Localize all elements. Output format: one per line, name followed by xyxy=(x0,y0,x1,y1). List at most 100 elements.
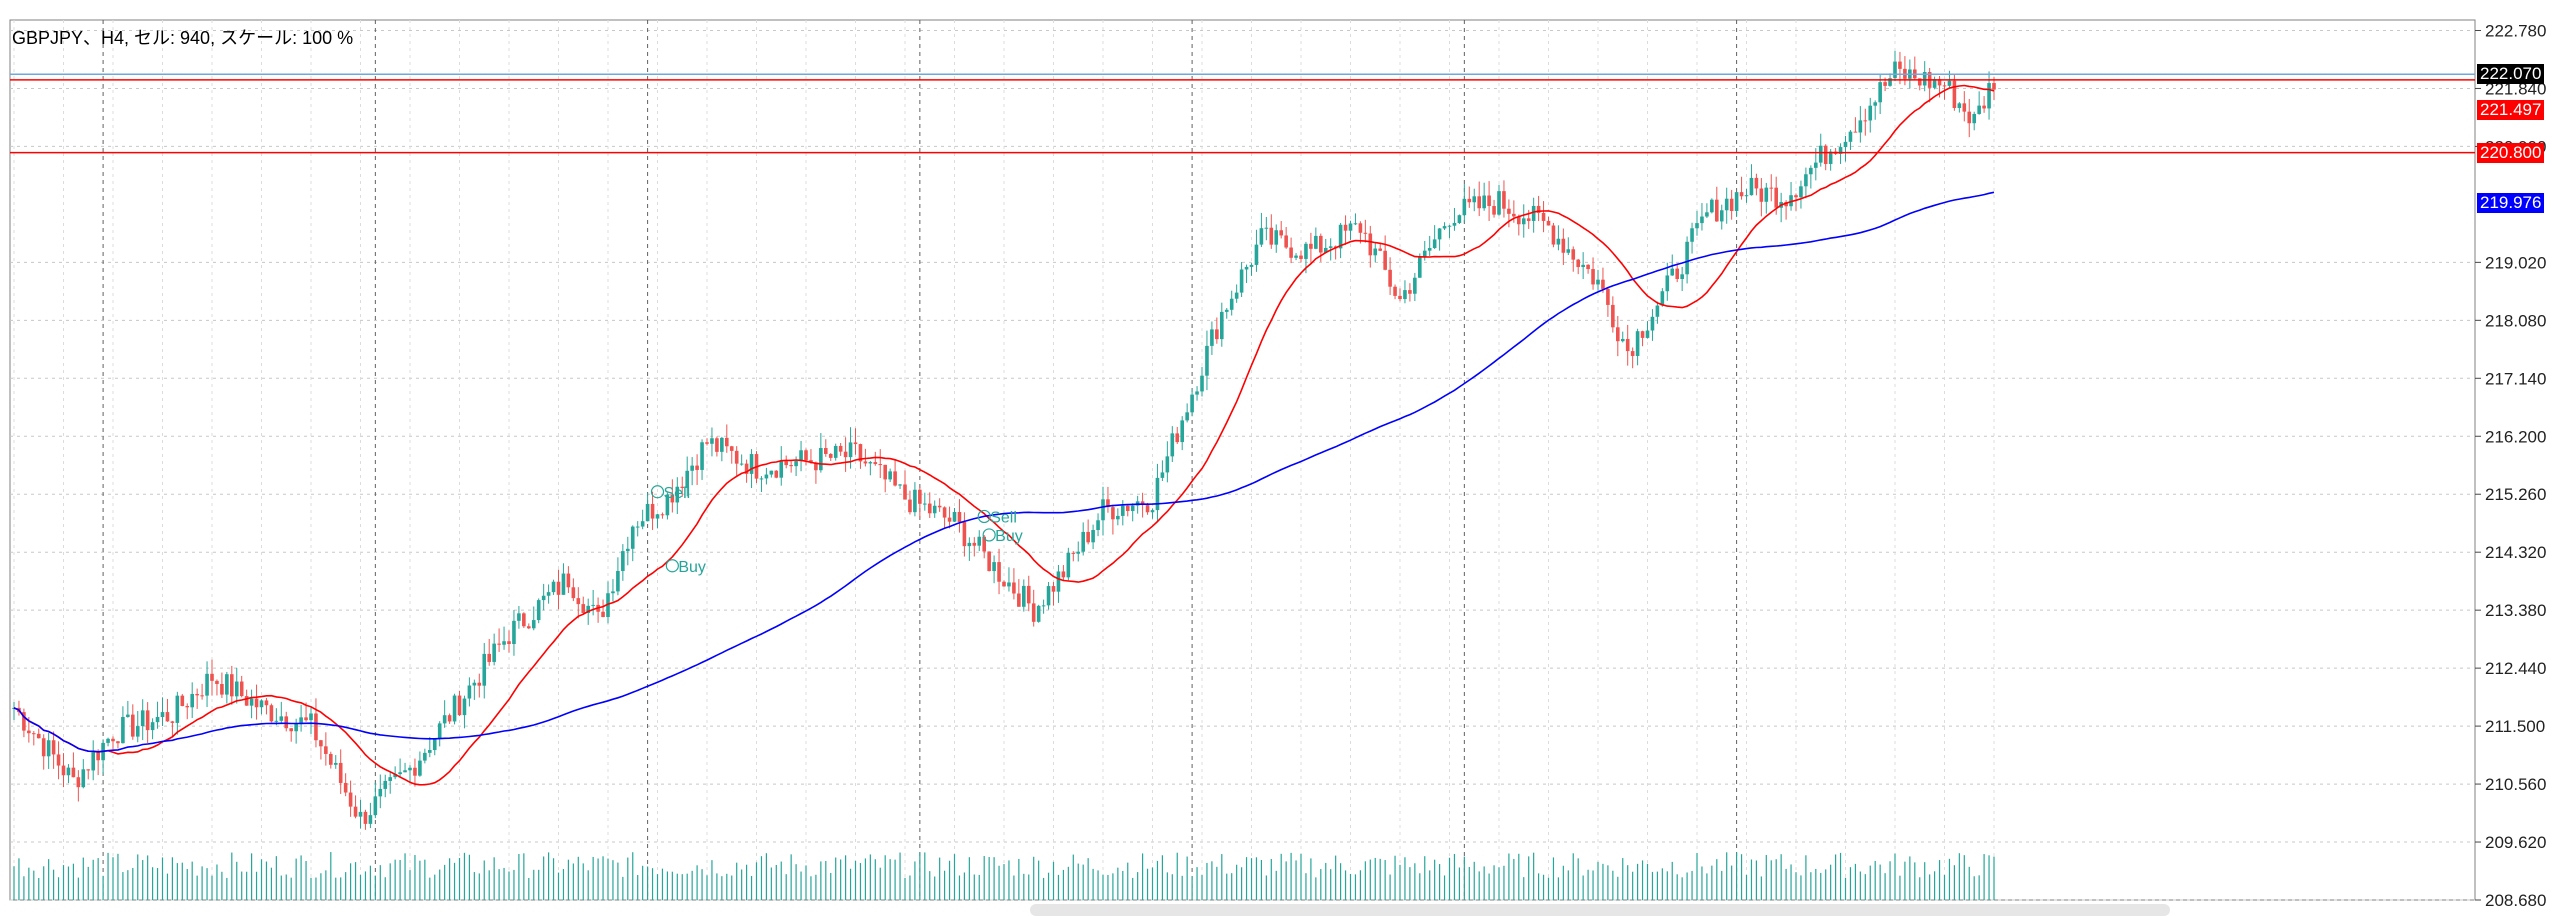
candle-bear xyxy=(1962,103,1967,112)
candle-bull xyxy=(764,474,769,479)
candle-bear xyxy=(863,461,868,464)
candle-bull xyxy=(675,486,680,503)
candle-bear xyxy=(1031,603,1036,622)
candle-bear xyxy=(131,714,135,737)
candle-bull xyxy=(1170,433,1175,457)
candle-bear xyxy=(1571,249,1576,260)
candle-bull xyxy=(393,774,397,778)
candle-bull xyxy=(1041,605,1046,607)
candle-bull xyxy=(1868,105,1873,121)
candle-bull xyxy=(358,811,363,817)
candle-bear xyxy=(180,695,185,707)
candle-bear xyxy=(507,641,511,644)
ma-fast-line xyxy=(13,84,1995,786)
y-tick-label: 217.140 xyxy=(2485,369,2546,388)
candle-bull xyxy=(274,720,279,722)
horizontal-scrollbar[interactable] xyxy=(1030,904,2170,916)
candle-bear xyxy=(1309,243,1313,249)
candle-bear xyxy=(997,562,1001,582)
candle-bull xyxy=(1066,552,1071,578)
candle-bull xyxy=(1635,331,1640,356)
candle-bear xyxy=(353,806,358,817)
candle-bear xyxy=(304,717,308,721)
candle-bull xyxy=(502,641,506,645)
candle-bear xyxy=(413,767,417,776)
candle-bear xyxy=(457,695,462,716)
candle-bear xyxy=(774,470,779,478)
candle-bear xyxy=(566,573,571,588)
candle-bull xyxy=(1744,195,1749,197)
candle-bear xyxy=(116,741,120,744)
candle-bear xyxy=(1269,227,1274,245)
candle-bull xyxy=(1274,230,1279,245)
candle-bear xyxy=(680,486,685,488)
candle-bull xyxy=(1947,80,1952,86)
candle-bull xyxy=(1220,311,1224,340)
candle-bull xyxy=(1413,277,1417,294)
candle-bear xyxy=(1586,264,1590,270)
candle-bull xyxy=(205,673,209,696)
candle-bull xyxy=(1155,477,1160,511)
candle-bear xyxy=(1784,202,1788,207)
candle-bull xyxy=(121,716,125,744)
candle-bull xyxy=(1858,120,1863,133)
candle-bull xyxy=(1521,218,1526,225)
candle-bull xyxy=(1304,243,1308,259)
candle-bull xyxy=(977,536,982,546)
candle-bull xyxy=(309,713,313,721)
candle-bear xyxy=(165,712,170,722)
candle-bull xyxy=(1180,420,1184,443)
candle-bull xyxy=(611,591,615,594)
candle-bear xyxy=(660,514,665,516)
candle-bull xyxy=(150,722,155,731)
candle-bear xyxy=(789,465,793,467)
candle-bull xyxy=(1972,113,1976,124)
candle-bear xyxy=(314,713,318,741)
candle-bull xyxy=(140,710,145,727)
candle-bear xyxy=(1284,235,1288,248)
candle-bull xyxy=(1323,247,1328,253)
candle-bear xyxy=(903,484,907,500)
candle-bull xyxy=(1472,196,1477,203)
candle-bear xyxy=(1715,199,1719,222)
level-price-label: 220.800 xyxy=(2477,142,2545,163)
candle-bull xyxy=(66,767,71,776)
candle-bull xyxy=(482,653,487,686)
candle-bear xyxy=(1487,195,1491,207)
candle-bear xyxy=(725,437,729,447)
candle-bull xyxy=(442,715,447,724)
candle-bear xyxy=(1541,212,1546,221)
candle-bull xyxy=(1121,505,1125,516)
candle-bear xyxy=(1823,145,1828,164)
candle-bull xyxy=(1205,345,1209,376)
candle-bull xyxy=(1680,274,1684,279)
candle-bear xyxy=(1863,120,1868,122)
candle-bear xyxy=(571,587,576,599)
candle-bull xyxy=(635,526,640,528)
candle-bull xyxy=(1091,530,1095,543)
candle-bull xyxy=(1650,316,1655,331)
candle-bull xyxy=(428,750,432,753)
candle-bull xyxy=(299,717,303,723)
candle-bear xyxy=(1071,552,1076,554)
candle-bull xyxy=(1022,585,1026,607)
candle-bull xyxy=(536,600,541,621)
candle-bear xyxy=(1561,238,1566,253)
candle-bull xyxy=(1348,223,1353,231)
trade-label: Sell xyxy=(990,509,1017,526)
candle-bear xyxy=(1591,269,1595,285)
candle-bull xyxy=(1987,83,1991,109)
trade-label: Buy xyxy=(678,559,706,576)
candle-bull xyxy=(1764,187,1769,202)
candle-bear xyxy=(744,463,749,474)
y-tick-label: 216.200 xyxy=(2485,427,2546,446)
candle-bear xyxy=(1769,187,1774,189)
candle-bear xyxy=(1012,582,1016,594)
candle-bear xyxy=(185,706,190,708)
candle-bull xyxy=(1620,338,1625,342)
candle-bear xyxy=(343,782,348,793)
y-tick-label: 213.380 xyxy=(2485,601,2546,620)
candle-bull xyxy=(1789,195,1793,207)
